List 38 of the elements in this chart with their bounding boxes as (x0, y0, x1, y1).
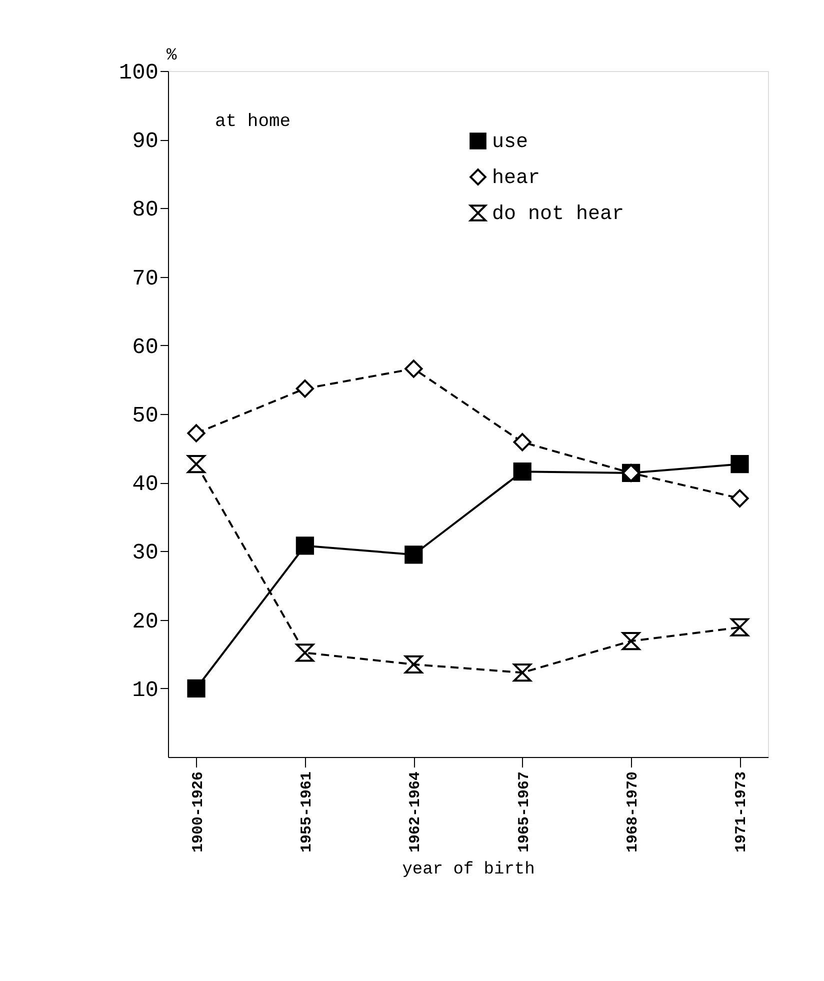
point (296, 380, 314, 398)
y-tick-label: 100 (118, 60, 158, 86)
y-axis-title: % (166, 46, 178, 66)
point (730, 455, 749, 474)
point (513, 664, 532, 682)
point (622, 632, 640, 650)
x-tick-label: 1968-1970 (624, 772, 642, 853)
point (730, 618, 749, 636)
annotation: at home (215, 112, 291, 132)
y-tick-label: 10 (132, 678, 158, 703)
legend-label: hear (492, 167, 540, 190)
legend-label: use (492, 131, 528, 154)
y-tick-label: 90 (132, 129, 158, 154)
y-tick-label: 80 (132, 198, 158, 223)
y-tick-label: 70 (132, 266, 158, 292)
x-tick-label: 1971-1973 (733, 772, 750, 853)
x-axis-title: year of birth (402, 860, 535, 880)
legend-label: do not hear (492, 203, 624, 226)
point (513, 433, 532, 452)
point (296, 536, 314, 555)
y-tick-label: 50 (132, 404, 158, 428)
point (404, 655, 423, 674)
x-tick-label: 1955-1961 (298, 772, 316, 853)
point (187, 455, 206, 474)
point (296, 644, 314, 662)
point (730, 489, 749, 508)
point (404, 360, 423, 378)
point (187, 424, 206, 442)
point (187, 679, 206, 698)
x-tick-label: 1900-1926 (190, 772, 207, 853)
y-tick-label: 20 (132, 609, 158, 634)
point (513, 462, 532, 481)
x-tick-label: 1965-1967 (516, 772, 533, 853)
x-tick-label: 1962-1964 (407, 772, 424, 853)
point (404, 546, 423, 564)
y-tick-label: 40 (132, 472, 158, 498)
y-tick-label: 60 (132, 334, 158, 360)
y-tick-label: 30 (132, 540, 158, 566)
